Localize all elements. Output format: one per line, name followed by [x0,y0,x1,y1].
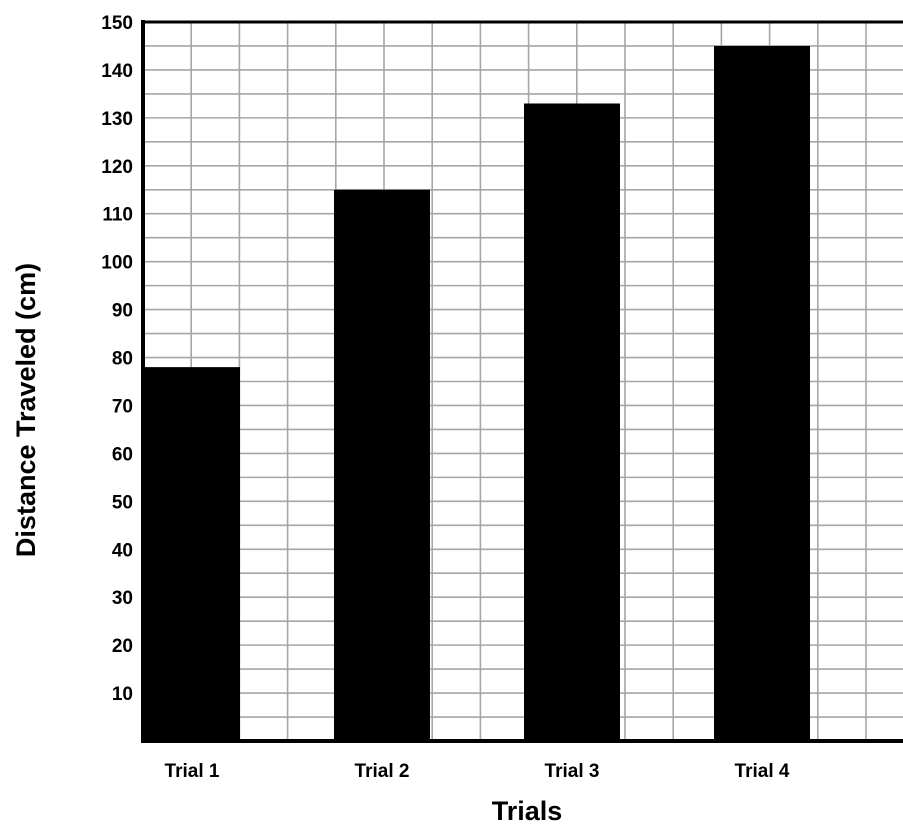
x-tick-label: Trial 4 [735,761,790,782]
x-tick-label: Trial 1 [165,761,220,782]
bar-trial-3 [524,103,620,741]
bar-trial-4 [714,45,810,741]
axes [141,20,903,743]
y-tick-label: 100 [101,253,133,274]
y-tick-label: 10 [112,684,133,705]
y-tick-label: 140 [101,61,133,82]
y-axis-title: Distance Traveled (cm) [11,263,41,557]
y-tick-label: 150 [101,13,133,34]
x-tick-labels: Trial 1 Trial 2 Trial 3 Trial 4 [165,761,790,782]
y-tick-label: 20 [112,636,133,657]
bar-trial-2 [334,189,430,741]
y-tick-label: 30 [112,588,133,609]
y-tick-label: 120 [101,157,133,178]
y-tick-label: 130 [101,109,133,130]
x-axis-title: Trials [492,796,563,824]
y-tick-labels: 10 20 30 40 50 60 70 80 90 100 110 120 130 140 150 [101,13,133,705]
y-tick-label: 90 [112,301,133,322]
x-tick-label: Trial 3 [545,761,600,782]
y-tick-label: 40 [112,540,133,561]
bars [144,45,810,741]
x-tick-label: Trial 2 [355,761,410,782]
y-tick-label: 80 [112,349,133,370]
bar-trial-1 [144,367,240,741]
y-tick-label: 70 [112,396,133,417]
y-tick-label: 50 [112,492,133,513]
y-tick-label: 60 [112,444,133,465]
y-tick-label: 110 [102,205,133,226]
